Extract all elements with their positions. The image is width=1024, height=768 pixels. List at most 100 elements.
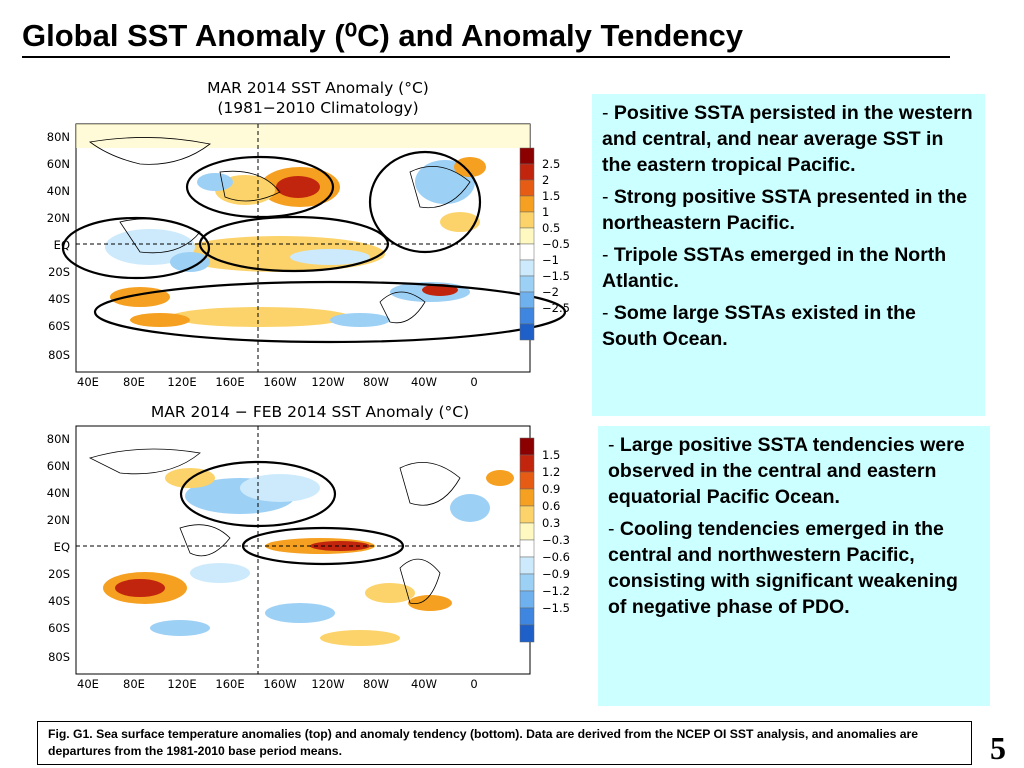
- colorbar-label: 1.5: [542, 448, 560, 462]
- colorbar-label: 0.5: [542, 221, 560, 235]
- svg-text:120W: 120W: [311, 375, 344, 389]
- svg-text:120W: 120W: [311, 677, 344, 691]
- svg-text:20N: 20N: [47, 513, 70, 527]
- colorbar-swatch: [519, 275, 535, 293]
- svg-text:40N: 40N: [47, 486, 70, 500]
- page-number: 5: [990, 730, 1006, 766]
- top-map-lon-labels: 40E 80E 120E 160E 160W 120W 80W 40W 0: [77, 375, 478, 389]
- svg-text:40N: 40N: [47, 184, 70, 198]
- top-note-2: - Strong positive SSTA presented in the …: [602, 186, 968, 234]
- svg-text:80W: 80W: [363, 677, 389, 691]
- top-note-4: - Some large SSTAs existed in the South …: [602, 302, 916, 350]
- svg-text:20S: 20S: [48, 567, 70, 581]
- colorbar-label: −2.5: [542, 301, 570, 315]
- colorbar-swatch: [519, 179, 535, 197]
- colorbar-label: −2: [542, 285, 559, 299]
- svg-text:80S: 80S: [48, 348, 70, 362]
- colorbar-swatch: [519, 211, 535, 229]
- svg-text:60N: 60N: [47, 157, 70, 171]
- svg-text:EQ: EQ: [54, 540, 70, 554]
- colorbar-swatch: [519, 522, 535, 541]
- top-map-lat-labels: 80N 60N 40N 20N EQ 20S 40S 60S 80S: [47, 130, 70, 362]
- colorbar-label: 0.3: [542, 516, 560, 530]
- svg-text:80N: 80N: [47, 432, 70, 446]
- colorbar-label: −0.9: [542, 567, 570, 581]
- svg-text:40S: 40S: [48, 594, 70, 608]
- colorbar-swatch: [519, 259, 535, 277]
- top-sst-anomaly-map: MAR 2014 SST Anomaly (°C) (1981−2010 Cli…: [30, 72, 590, 392]
- top-map-title-line1: MAR 2014 SST Anomaly (°C): [207, 79, 429, 97]
- colorbar-swatch: [519, 590, 535, 609]
- colorbar-label: −1.5: [542, 269, 570, 283]
- colorbar-label: −0.6: [542, 550, 570, 564]
- svg-text:60S: 60S: [48, 621, 70, 635]
- svg-text:80W: 80W: [363, 375, 389, 389]
- colorbar-label: 1.5: [542, 189, 560, 203]
- svg-text:160W: 160W: [263, 677, 296, 691]
- svg-text:80N: 80N: [47, 130, 70, 144]
- colorbar-swatch: [519, 243, 535, 261]
- colorbar-swatch: [519, 147, 535, 165]
- svg-text:EQ: EQ: [54, 238, 70, 252]
- colorbar-label: 2: [542, 173, 549, 187]
- top-note-1: - Positive SSTA persisted in the western…: [602, 102, 973, 176]
- colorbar-swatch: [519, 291, 535, 309]
- svg-text:40E: 40E: [77, 375, 99, 389]
- bottom-sst-tendency-map: MAR 2014 − FEB 2014 SST Anomaly (°C): [30, 398, 590, 693]
- colorbar-label: 2.5: [542, 157, 560, 171]
- colorbar-swatch: [519, 505, 535, 524]
- colorbar-swatch: [519, 624, 535, 643]
- figure-caption: Fig. G1. Sea surface temperature anomali…: [37, 721, 972, 765]
- svg-text:40S: 40S: [48, 292, 70, 306]
- colorbar-label: −0.5: [542, 237, 570, 251]
- colorbar-swatch: [519, 163, 535, 181]
- svg-text:80S: 80S: [48, 650, 70, 664]
- svg-text:40W: 40W: [411, 375, 437, 389]
- slide-title: Global SST Anomaly (⁰C) and Anomaly Tend…: [22, 18, 743, 53]
- svg-text:160E: 160E: [215, 677, 244, 691]
- colorbar-label: −1.5: [542, 601, 570, 615]
- colorbar-swatch: [519, 607, 535, 626]
- bottom-note-1: - Large positive SSTA tendencies were ob…: [608, 434, 965, 508]
- colorbar-swatch: [519, 539, 535, 558]
- svg-text:40W: 40W: [411, 677, 437, 691]
- bottom-notes-box: - Large positive SSTA tendencies were ob…: [598, 426, 990, 706]
- top-map-highlight-ellipses: [61, 150, 567, 344]
- bottom-map-title: MAR 2014 − FEB 2014 SST Anomaly (°C): [151, 403, 469, 421]
- bottom-map-highlight-ellipses: [179, 460, 405, 566]
- colorbar-label: −1.2: [542, 584, 570, 598]
- svg-text:160E: 160E: [215, 375, 244, 389]
- colorbar-label: 1.2: [542, 465, 560, 479]
- svg-text:0: 0: [470, 375, 477, 389]
- svg-text:60S: 60S: [48, 319, 70, 333]
- colorbar-label: 0.9: [542, 482, 560, 496]
- top-map-title-line2: (1981−2010 Climatology): [217, 99, 418, 117]
- svg-text:20S: 20S: [48, 265, 70, 279]
- colorbar-swatch: [519, 454, 535, 473]
- svg-text:120E: 120E: [167, 677, 196, 691]
- colorbar-swatch: [519, 471, 535, 490]
- bottom-note-2: - Cooling tendencies emerged in the cent…: [608, 518, 958, 618]
- top-note-3: - Tripole SSTAs emerged in the North Atl…: [602, 244, 947, 292]
- title-underline: [22, 56, 950, 58]
- colorbar-swatch: [519, 437, 535, 456]
- bottom-map-lon-labels: 40E 80E 120E 160E 160W 120W 80W 40W 0: [77, 677, 478, 691]
- svg-text:40E: 40E: [77, 677, 99, 691]
- top-notes-box: - Positive SSTA persisted in the western…: [592, 94, 985, 416]
- top-map-colorbar: 2.5 2 1.5 1 0.5 −0.5 −1 −1.5 −2 −2.5: [519, 147, 570, 341]
- colorbar-label: 1: [542, 205, 549, 219]
- svg-text:120E: 120E: [167, 375, 196, 389]
- bottom-map-svg: MAR 2014 − FEB 2014 SST Anomaly (°C): [47, 403, 570, 691]
- bottom-map-colorbar: 1.5 1.2 0.9 0.6 0.3 −0.3 −0.6 −0.9 −1.2 −1.5: [519, 437, 570, 643]
- svg-text:80E: 80E: [123, 375, 145, 389]
- colorbar-label: 0.6: [542, 499, 560, 513]
- bottom-map-anomaly-patches: [88, 448, 514, 646]
- colorbar-label: −0.3: [542, 533, 570, 547]
- colorbar-swatch: [519, 323, 535, 341]
- svg-text:60N: 60N: [47, 459, 70, 473]
- colorbar-label: −1: [542, 253, 559, 267]
- colorbar-swatch: [519, 195, 535, 213]
- bottom-map-lat-labels: 80N 60N 40N 20N EQ 20S 40S 60S 80S: [47, 432, 70, 664]
- colorbar-swatch: [519, 307, 535, 325]
- svg-text:20N: 20N: [47, 211, 70, 225]
